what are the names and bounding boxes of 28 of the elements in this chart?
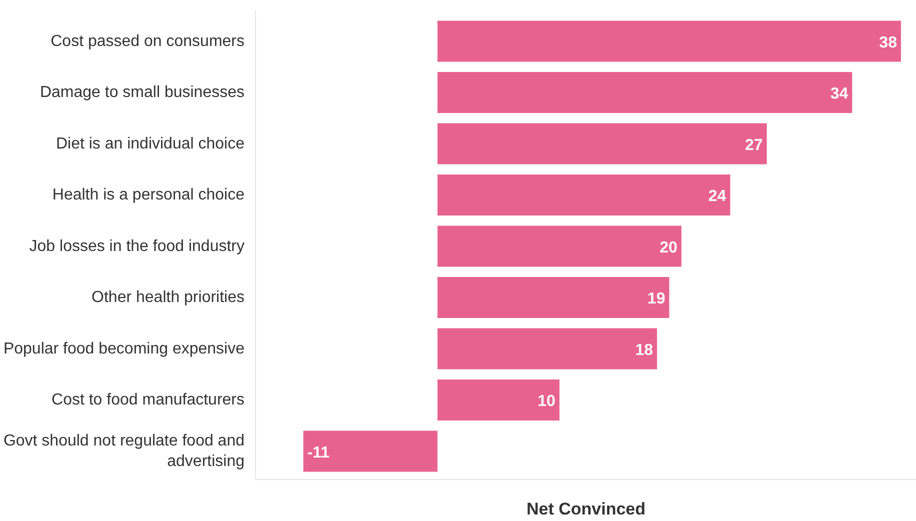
data-label: 24 bbox=[708, 188, 726, 206]
bar bbox=[437, 20, 901, 62]
y-tick-label: Health is a personal choice bbox=[52, 186, 245, 204]
y-tick-label: Diet is an individual choice bbox=[56, 135, 245, 152]
bar bbox=[437, 174, 730, 216]
bar bbox=[437, 277, 670, 318]
y-tick-label: Popular food becoming expensive bbox=[3, 340, 245, 358]
data-label: 19 bbox=[647, 290, 666, 308]
x-axis-title: Net Convinced bbox=[526, 500, 646, 518]
data-label: 34 bbox=[830, 86, 848, 103]
bar bbox=[303, 430, 438, 472]
y-tick-label: Cost to food manufacturers bbox=[52, 392, 244, 409]
y-tick-label: Govt should not regulate food and advertising bbox=[3, 432, 244, 470]
data-label: -11 bbox=[307, 444, 330, 462]
y-tick-label: Cost passed on consumers bbox=[50, 32, 244, 50]
data-label: 18 bbox=[635, 342, 654, 359]
data-label: 10 bbox=[538, 393, 556, 410]
y-tick-label: Other health priorities bbox=[92, 289, 245, 306]
data-label: 27 bbox=[745, 136, 763, 154]
bar bbox=[437, 72, 852, 114]
bar bbox=[437, 328, 658, 370]
data-label: 38 bbox=[879, 34, 898, 52]
y-tick-label: Damage to small businesses bbox=[40, 84, 245, 102]
bar bbox=[437, 380, 560, 421]
bar bbox=[437, 226, 682, 267]
bar bbox=[437, 123, 767, 164]
y-tick-label: Job losses in the food industry bbox=[29, 238, 244, 255]
data-label: 20 bbox=[660, 239, 678, 256]
